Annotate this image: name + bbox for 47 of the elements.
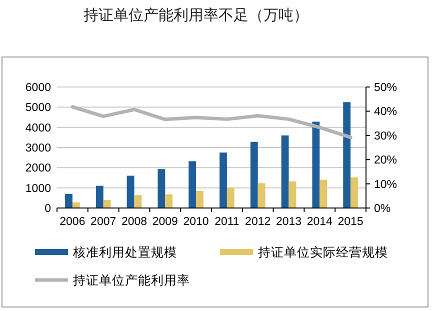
y2-tick-label: 20% <box>374 154 398 167</box>
x-tick-label: 2011 <box>214 216 240 228</box>
legend-label: 持证单位实际经营规模 <box>258 245 388 260</box>
legend-label: 核准利用处置规模 <box>72 245 177 260</box>
bar <box>343 102 351 208</box>
bar <box>196 190 204 208</box>
bar <box>288 181 296 208</box>
y-tick-label: 4000 <box>25 122 51 134</box>
x-tick-label: 2014 <box>306 216 334 228</box>
y2-tick-label: 10% <box>374 178 398 191</box>
bar <box>103 200 111 208</box>
legend-label: 持证单位产能利用率 <box>73 272 190 288</box>
bar <box>320 180 328 208</box>
x-tick-label: 2008 <box>121 216 148 228</box>
y-tick-label: 1000 <box>25 182 51 195</box>
bar <box>158 169 166 208</box>
x-tick-label: 2013 <box>276 216 302 228</box>
bar <box>250 142 258 208</box>
y2-tick-label: 50% <box>374 82 398 94</box>
x-tick-label: 2007 <box>90 216 116 228</box>
bar <box>65 194 72 208</box>
x-tick-label: 2009 <box>152 216 178 228</box>
y-tick-label: 6000 <box>25 82 51 94</box>
bar <box>165 194 173 208</box>
y2-tick-label: 0% <box>374 203 391 216</box>
y2-tick-label: 30% <box>374 130 398 142</box>
x-tick-label: 2006 <box>60 216 86 228</box>
chart-title: 持证单位产能利用率不足（万吨） <box>84 7 308 24</box>
x-tick-label: 2012 <box>245 216 271 228</box>
bar <box>134 195 142 208</box>
bar <box>226 188 234 208</box>
bar <box>126 176 134 208</box>
bar <box>350 177 358 208</box>
x-tick-label: 2010 <box>183 216 209 228</box>
y-tick-label: 2000 <box>25 162 51 175</box>
bar <box>258 183 266 208</box>
bar <box>220 152 227 208</box>
x-tick-label: 2015 <box>338 216 364 228</box>
bar <box>188 161 196 208</box>
line-series <box>70 105 352 140</box>
bar <box>96 186 104 208</box>
bar <box>312 122 320 208</box>
y2-tick-label: 40% <box>374 106 398 118</box>
y-tick-label: 5000 <box>25 102 51 114</box>
y-tick-label: 0 <box>44 203 51 216</box>
y-tick-label: 3000 <box>25 142 51 155</box>
bar <box>281 135 289 208</box>
